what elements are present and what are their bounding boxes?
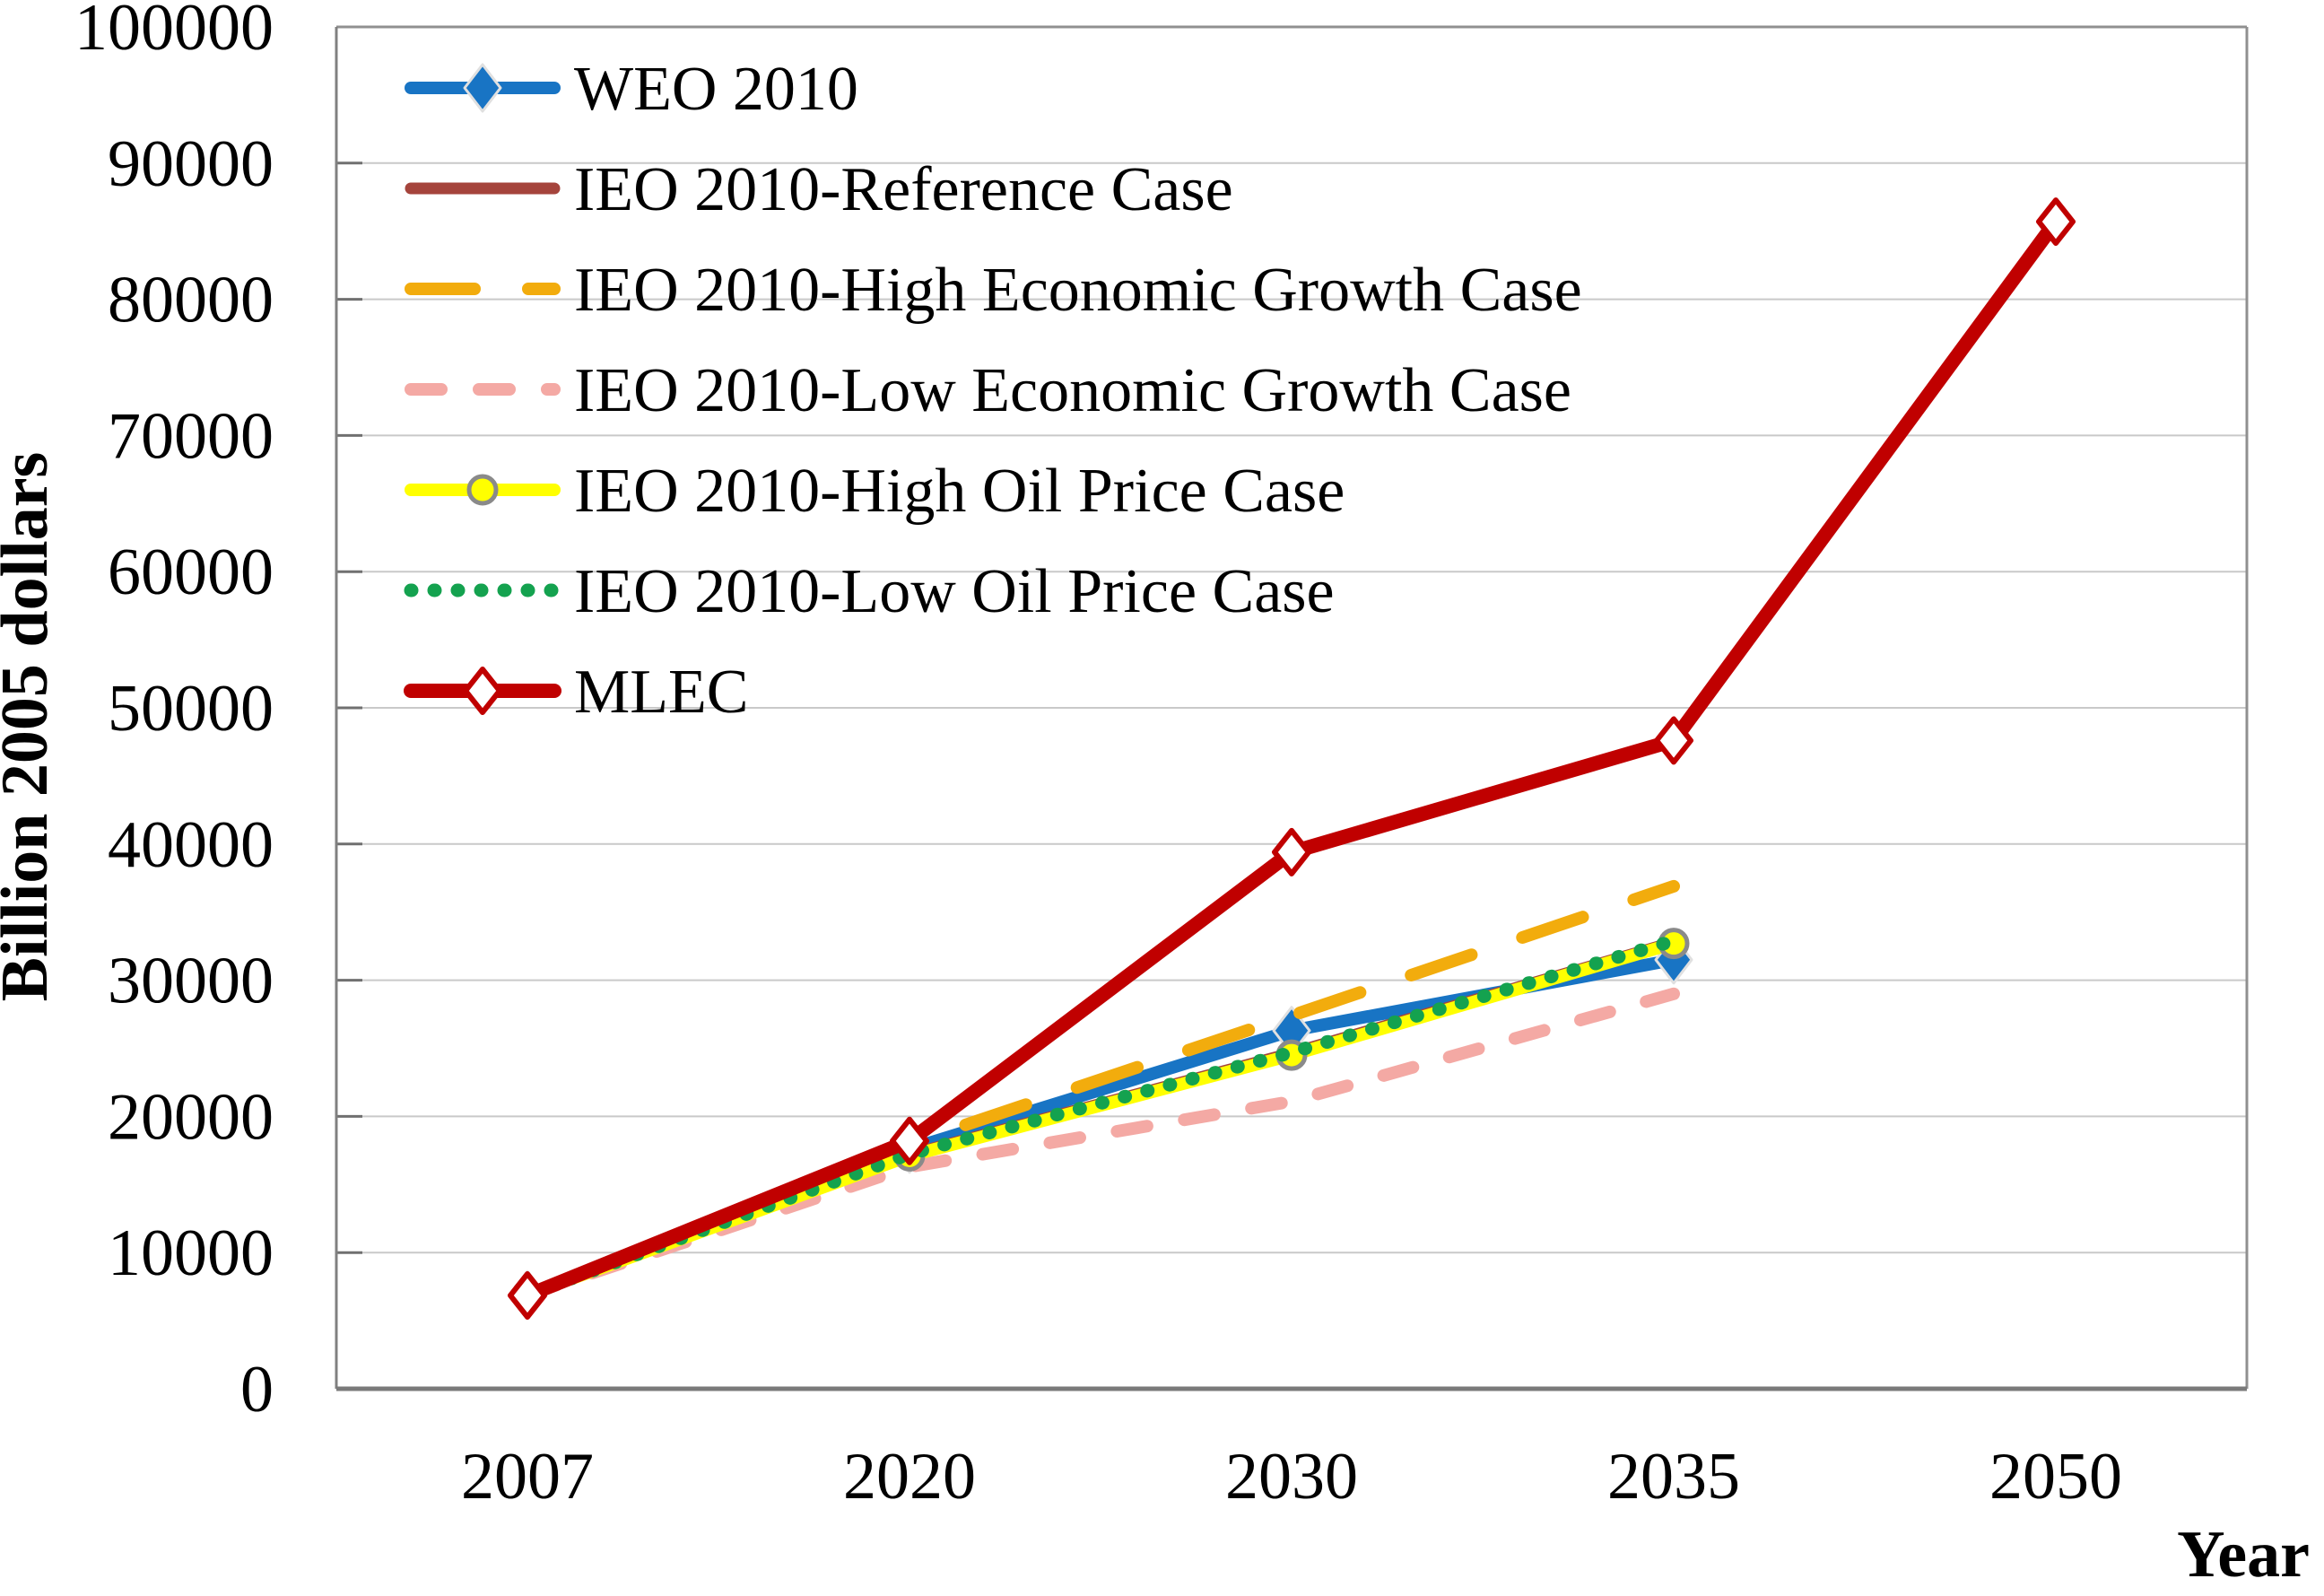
x-tick-label: 2035	[1607, 1440, 1740, 1513]
y-tick-label: 90000	[108, 127, 274, 201]
legend-label: MLEC	[574, 658, 748, 727]
x-axis-title: Year	[2177, 1518, 2310, 1592]
data-point-open-diamond	[508, 1271, 547, 1321]
x-tick-label: 2050	[1989, 1440, 2122, 1513]
legend-item: WEO 2010	[405, 55, 858, 124]
series-line	[521, 879, 1680, 1302]
y-tick-label: 20000	[108, 1080, 274, 1154]
data-point-open-diamond	[890, 1116, 929, 1165]
series-line	[521, 987, 1680, 1302]
legend-item: IEO 2010-Low Economic Growth Case	[405, 356, 1571, 425]
legend: WEO 2010 IEO 2010-Reference Case IEO 2010-…	[404, 55, 1582, 727]
data-point-open-diamond	[1272, 827, 1311, 876]
y-tick-label: 70000	[108, 399, 274, 473]
y-tick-label: 100000	[74, 0, 274, 65]
data-point-open-diamond	[1654, 716, 1693, 765]
x-tick-label: 2030	[1225, 1440, 1358, 1513]
legend-label: IEO 2010-Reference Case	[574, 155, 1233, 224]
legend-marker-diamond	[463, 63, 502, 113]
legend-label: WEO 2010	[574, 55, 858, 124]
y-axis-title: Billion 2005 dollars	[0, 452, 62, 1002]
y-tick-label: 60000	[108, 536, 274, 609]
legend-item: IEO 2010-Reference Case	[405, 155, 1233, 224]
data-point-open-diamond	[2036, 197, 2076, 247]
legend-item: IEO 2010-Low Oil Price Case	[404, 557, 1335, 626]
legend-label: IEO 2010-High Oil Price Case	[574, 457, 1345, 526]
legend-item: IEO 2010-High Oil Price Case	[405, 457, 1345, 526]
legend-label: IEO 2010-Low Economic Growth Case	[574, 356, 1571, 425]
series-layer	[508, 197, 2076, 1321]
series-line	[521, 953, 1680, 1302]
legend-marker-open-diamond	[463, 667, 502, 715]
x-tick-labels: 2007 2020 2030 2035 2050	[461, 1440, 2122, 1513]
legend-item: MLEC	[404, 658, 748, 727]
legend-item: IEO 2010-High Economic Growth Case	[405, 256, 1582, 325]
y-tick-label: 80000	[108, 264, 274, 337]
legend-label: IEO 2010-Low Oil Price Case	[574, 557, 1335, 626]
legend-label: IEO 2010-High Economic Growth Case	[574, 256, 1582, 325]
axes-layer	[335, 25, 2249, 1391]
y-tick-label: 30000	[108, 945, 274, 1018]
x-tick-label: 2020	[843, 1440, 976, 1513]
y-tick-label: 10000	[108, 1217, 274, 1290]
gridlines-layer	[336, 161, 2247, 1254]
legend-marker-circle	[466, 474, 499, 506]
y-tick-labels: 0 10000 20000 30000 40000 50000 60000 70000 8000…	[74, 0, 274, 1426]
y-tick-label: 0	[240, 1353, 274, 1426]
y-tick-label: 40000	[108, 808, 274, 882]
y-tick-label: 50000	[108, 672, 274, 746]
x-tick-label: 2007	[461, 1440, 594, 1513]
